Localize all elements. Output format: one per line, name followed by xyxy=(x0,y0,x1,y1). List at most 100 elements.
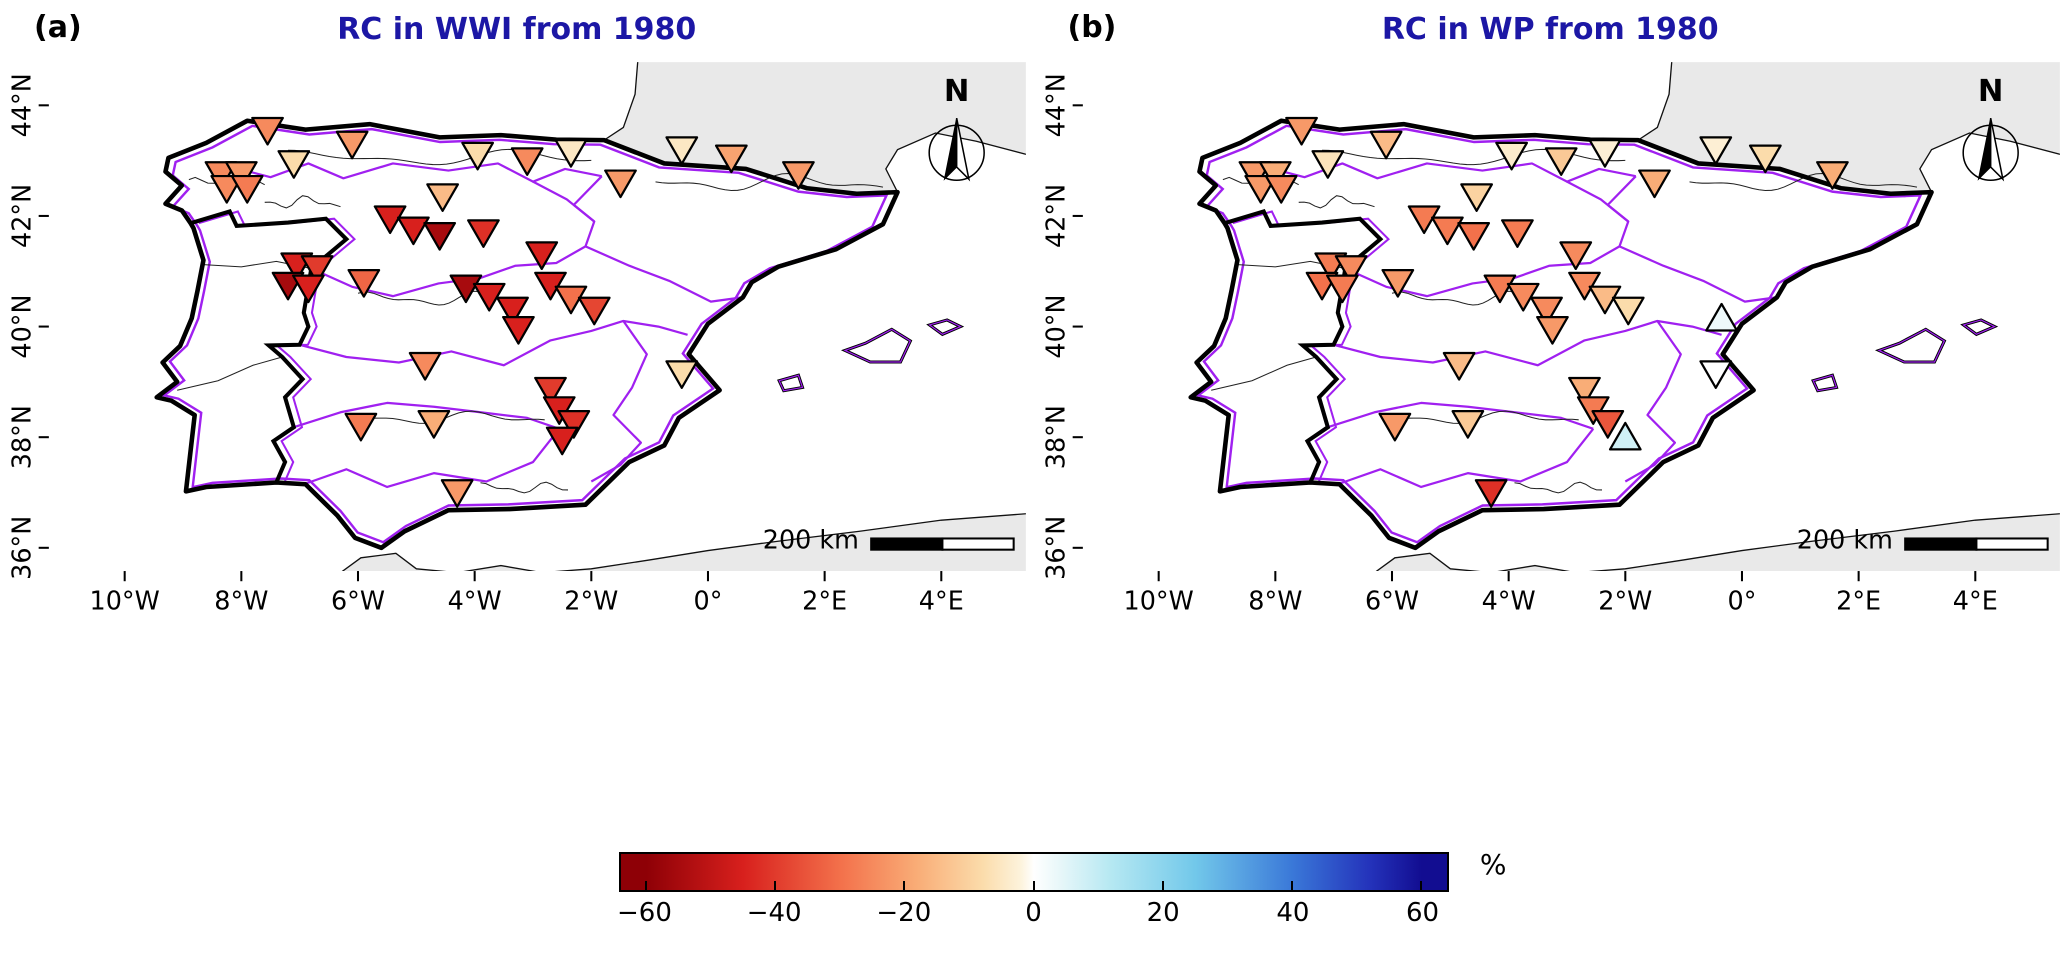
station-marker xyxy=(1459,183,1493,212)
station-marker xyxy=(715,144,748,174)
station-marker xyxy=(426,183,460,212)
station-marker xyxy=(408,351,442,381)
panel-b-label: (b) xyxy=(1067,10,1117,45)
station-marker xyxy=(1815,161,1849,190)
station-marker xyxy=(1284,116,1318,146)
x-tick-label: 2°W xyxy=(1598,586,1652,616)
station-marker xyxy=(417,410,451,439)
panel-b-title: RC in WP from 1980 xyxy=(1381,12,1719,47)
colorbar-tick-label: 60 xyxy=(1406,898,1440,928)
station-marker xyxy=(554,285,588,315)
terrain-contour xyxy=(288,148,592,166)
station-marker xyxy=(782,161,816,190)
station-marker xyxy=(347,268,381,298)
basin-boundary xyxy=(585,245,744,303)
station-marker xyxy=(1451,410,1484,439)
y-tick-label: 36°N xyxy=(7,516,37,580)
basin-boundary xyxy=(299,319,689,367)
station-marker xyxy=(1264,174,1298,204)
y-tick-label: 42°N xyxy=(1040,184,1070,248)
station-marker xyxy=(231,174,264,204)
portugal-border xyxy=(190,209,350,484)
terrain-contour xyxy=(1210,356,1317,391)
balearic-island-purple xyxy=(1961,319,1996,336)
north-label: N xyxy=(944,74,970,109)
balearic-island-purple xyxy=(928,319,963,336)
station-markers xyxy=(204,116,816,508)
x-tick-label: 4°E xyxy=(1953,586,1998,616)
basin-boundary xyxy=(572,175,603,223)
x-tick-label: 4°W xyxy=(1481,586,1535,616)
basin-boundary xyxy=(1327,401,1594,430)
station-marker xyxy=(557,410,591,439)
station-marker xyxy=(1369,130,1403,160)
basin-boundary xyxy=(305,428,561,489)
station-marker xyxy=(1588,285,1622,315)
x-tick-label: 0° xyxy=(1727,586,1756,616)
x-tick-label: 6°W xyxy=(331,586,385,616)
colorbar-tick xyxy=(774,881,777,890)
x-tick-label: 10°W xyxy=(90,586,160,616)
terrain-contour xyxy=(1298,195,1375,209)
colorbar-labels: −60 −40 −20 0 20 40 60 xyxy=(617,898,1449,930)
y-tick-label: 44°N xyxy=(1040,73,1070,137)
station-marker xyxy=(1591,410,1624,439)
y-tick-label: 38°N xyxy=(7,405,37,469)
station-marker xyxy=(467,219,501,248)
station-marker xyxy=(554,139,588,168)
basin-boundary xyxy=(1606,175,1637,223)
terrain-contour xyxy=(1321,148,1626,166)
station-marker xyxy=(1704,302,1738,332)
station-marker xyxy=(344,412,378,442)
x-tick-label: 8°W xyxy=(215,586,269,616)
scalebar-label: 200 km xyxy=(1797,525,1893,555)
x-tick-label: 2°W xyxy=(565,586,619,616)
station-marker xyxy=(1494,141,1528,171)
north-label: N xyxy=(1978,74,2004,109)
station-marker xyxy=(1500,219,1534,248)
scalebar-label: 200 km xyxy=(763,525,859,555)
station-marker xyxy=(1430,216,1464,246)
colorbar-tick-label: 40 xyxy=(1276,898,1310,928)
station-marker xyxy=(1699,360,1732,389)
station-marker xyxy=(604,169,638,199)
colorbar-tick xyxy=(645,881,648,890)
colorbar-tick xyxy=(1032,881,1035,890)
station-marker xyxy=(210,174,244,204)
basin-boundary xyxy=(293,401,560,430)
station-marker xyxy=(1535,315,1569,345)
station-marker xyxy=(1407,205,1441,235)
scalebar-segment-white xyxy=(1975,537,2049,551)
station-marker xyxy=(1611,296,1645,326)
station-marker xyxy=(1378,412,1412,442)
colorbar-tick xyxy=(1290,881,1293,890)
balearic-island-purple xyxy=(778,374,804,392)
y-tick-label: 36°N xyxy=(1040,516,1070,580)
x-tick-label: 2°E xyxy=(1836,586,1881,616)
station-marker xyxy=(1325,274,1359,304)
colorbar-tick-label: 20 xyxy=(1146,898,1180,928)
station-marker xyxy=(1608,421,1642,451)
panel-a-label: (a) xyxy=(34,10,82,45)
y-tick-label: 42°N xyxy=(7,184,37,248)
y-tick-label: 40°N xyxy=(1040,295,1070,359)
scalebar-segment-white xyxy=(941,537,1015,551)
panel-b: (b) RC in WP from 1980 10°W 8°W 6°W 4°W 2°W 0… xyxy=(1034,0,2067,624)
station-marker xyxy=(525,241,559,270)
station-marker xyxy=(1442,351,1476,381)
station-marker xyxy=(1567,376,1601,406)
africa-landmass xyxy=(1375,513,2060,572)
x-tick-label: 2°E xyxy=(802,586,847,616)
station-marker xyxy=(423,221,457,251)
balearic-island-purple xyxy=(1877,328,1945,363)
station-marker xyxy=(496,296,530,326)
station-marker xyxy=(1474,479,1508,508)
terrain-contour xyxy=(264,195,341,209)
colorbar-tick-label: −40 xyxy=(746,898,802,928)
station-marker xyxy=(1244,174,1277,204)
spain-coastline xyxy=(1188,118,1934,551)
x-tick-label: 4°W xyxy=(448,586,502,616)
station-marker xyxy=(461,141,495,171)
station-marker xyxy=(665,360,699,389)
